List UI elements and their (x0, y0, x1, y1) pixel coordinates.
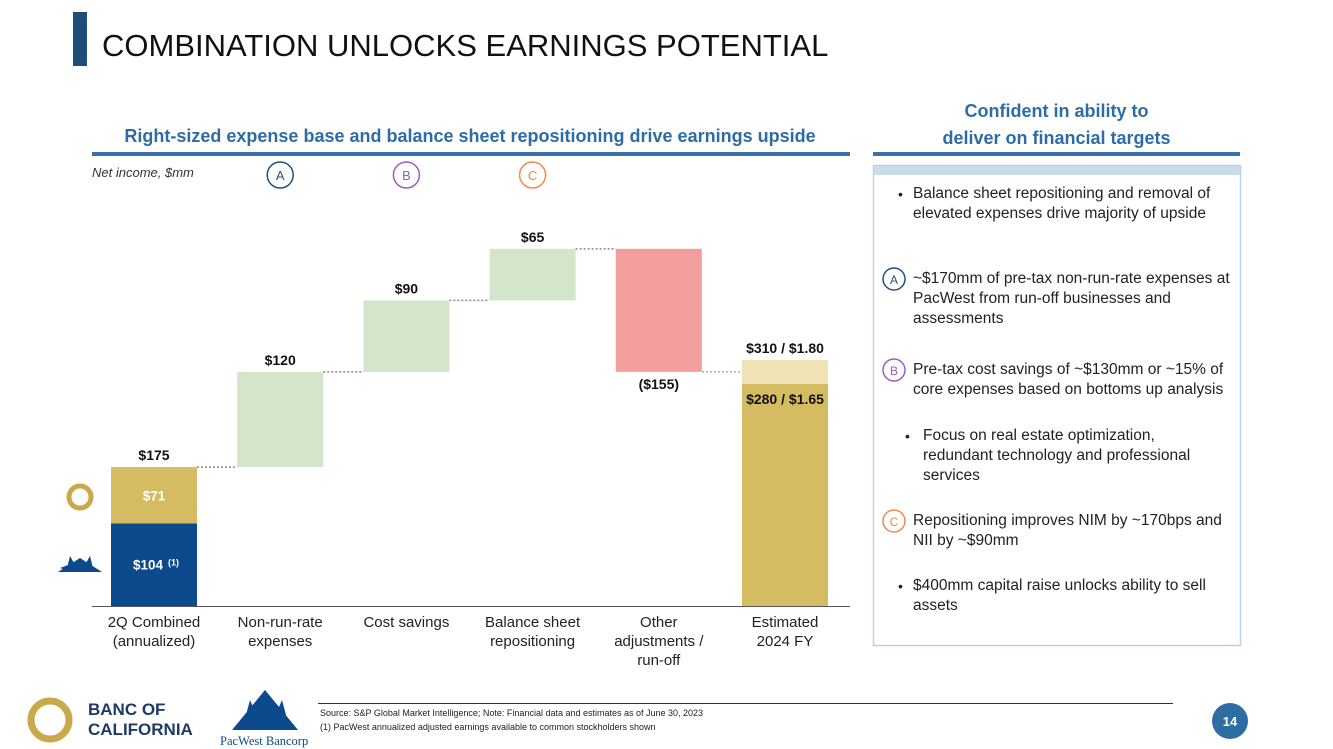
bullet: • (905, 428, 910, 444)
panel-rule (873, 152, 1240, 156)
pacwest-logo-text: PacWest Bancorp (220, 734, 308, 748)
value-label: $65 (521, 229, 545, 245)
panel-item: Pre-tax cost savings of ~$130mm or ~15% … (913, 361, 1224, 398)
panel-item: Repositioning improves NIM by ~170bps an… (913, 512, 1222, 549)
bar (615, 248, 702, 372)
banc-icon (66, 483, 94, 511)
bullet: • (898, 578, 903, 594)
chart-title: Right-sized expense base and balance she… (124, 126, 815, 146)
marker-letter: B (890, 364, 898, 378)
bar-segment (742, 359, 828, 384)
marker-letter: B (402, 168, 411, 183)
banc-logo-text: BANC OF CALIFORNIA (88, 700, 193, 739)
banc-logo-ring (27, 697, 73, 743)
slide-title: COMBINATION UNLOCKS EARNINGS POTENTIAL (102, 28, 828, 63)
title-accent (73, 12, 87, 66)
footer-source: Source: S&P Global Market Intelligence; … (320, 708, 703, 718)
x-tick-label: Cost savings (363, 614, 450, 631)
panel-box (872, 164, 1242, 647)
value-label: $280 / $1.65 (746, 391, 824, 407)
marker-circle (392, 161, 421, 189)
value-label: $90 (395, 280, 419, 296)
panel-title: Confident in ability to deliver on finan… (942, 101, 1171, 148)
marker-letter: A (890, 273, 898, 287)
marker-letter: C (528, 168, 537, 183)
x-tick-label: 2Q Combined (annualized) (107, 614, 201, 650)
value-label: $120 (265, 352, 296, 368)
marker-letter: A (276, 168, 285, 183)
panel-item: $400mm capital raise unlocks ability to … (913, 577, 1206, 614)
marker-circle (266, 161, 294, 189)
bar-segment (111, 467, 197, 524)
page-number: 14 (1223, 714, 1238, 729)
pacwest-logo-mark (232, 690, 298, 730)
chart-subtitle: Net income, $mm (92, 165, 194, 180)
x-tick-label: Balance sheet repositioning (485, 614, 581, 650)
chart-rule (92, 152, 850, 156)
footer-note: (1) PacWest annualized adjusted earnings… (320, 722, 656, 732)
bar (363, 300, 450, 372)
marker-circle (882, 358, 906, 382)
panel-subitem: Focus on real estate optimization, redun… (923, 427, 1191, 484)
marker-circle (882, 509, 906, 533)
value-label: ($155) (639, 376, 679, 392)
page-badge (1212, 703, 1248, 739)
panel-item: Balance sheet repositioning and removal … (913, 185, 1211, 222)
value-label: $175 (138, 447, 169, 463)
value-label: $104 (133, 558, 164, 573)
value-label: $71 (143, 488, 166, 503)
marker-circle (882, 267, 906, 291)
x-tick-label: Estimated 2024 FY (751, 614, 819, 650)
x-tick-label: Other adjustments / run-off (614, 614, 704, 669)
bullet: • (898, 186, 903, 202)
bar-segment (111, 523, 197, 606)
bar (237, 371, 324, 468)
x-tick-label: Non-run-rate expenses (237, 614, 323, 650)
panel-band (874, 166, 1240, 175)
bar (489, 248, 576, 301)
pacwest-icon (58, 556, 102, 572)
marker-circle (518, 161, 547, 189)
value-label: $310 / $1.80 (746, 340, 824, 356)
panel-item: ~$170mm of pre-tax non-run-rate expenses… (913, 270, 1230, 327)
footnote-marker: (1) (168, 558, 179, 568)
marker-letter: C (890, 515, 899, 529)
bar-segment (742, 383, 828, 606)
